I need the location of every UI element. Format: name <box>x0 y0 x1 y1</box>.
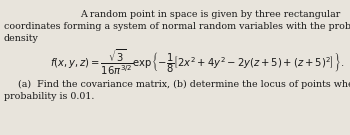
Text: probability is 0.01.: probability is 0.01. <box>4 92 94 101</box>
Text: A random point in space is given by three rectangular: A random point in space is given by thre… <box>80 10 340 19</box>
Text: density: density <box>4 34 39 43</box>
Text: (a)  Find the covariance matrix, (b) determine the locus of points when the: (a) Find the covariance matrix, (b) dete… <box>18 80 350 89</box>
Text: $f(x, y, z) = \dfrac{\sqrt{3}}{16\pi^{3/2}} \exp\!\left\{-\dfrac{1}{8}\left[2x^2: $f(x, y, z) = \dfrac{\sqrt{3}}{16\pi^{3/… <box>50 47 344 77</box>
Text: coordinates forming a system of normal random variables with the probability: coordinates forming a system of normal r… <box>4 22 350 31</box>
